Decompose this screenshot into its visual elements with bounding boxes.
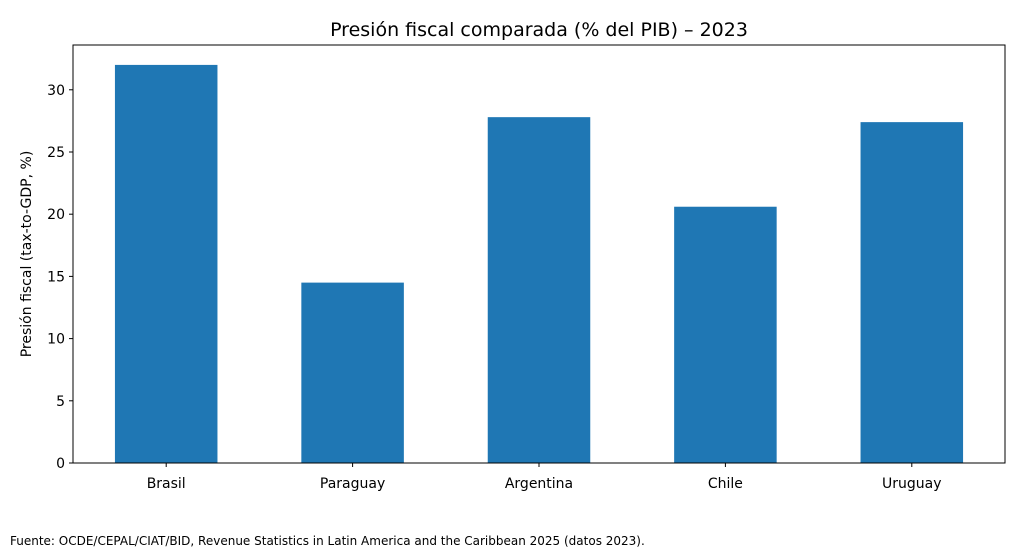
x-tick-label: Chile bbox=[708, 476, 743, 492]
x-tick-label: Uruguay bbox=[882, 476, 942, 492]
y-tick-label: 20 bbox=[47, 207, 65, 223]
x-tick-label: Brasil bbox=[147, 476, 186, 492]
bar-paraguay bbox=[301, 282, 404, 463]
bar-brasil bbox=[114, 64, 218, 464]
y-tick-label: 0 bbox=[56, 456, 65, 472]
chart-title: Presión fiscal comparada (% del PIB) – 2… bbox=[330, 19, 748, 41]
bar-uruguay bbox=[860, 122, 964, 463]
y-tick-label: 15 bbox=[47, 269, 65, 285]
bar-argentina bbox=[487, 117, 591, 464]
y-tick-label: 25 bbox=[47, 145, 65, 161]
y-tick-label: 30 bbox=[47, 83, 65, 99]
plot-frame bbox=[72, 44, 1006, 464]
x-tick-label: Paraguay bbox=[320, 476, 385, 492]
x-tick-label: Argentina bbox=[505, 476, 573, 492]
y-tick-label: 10 bbox=[47, 332, 65, 348]
bar-chile bbox=[674, 206, 777, 463]
y-tick-label: 5 bbox=[56, 394, 65, 410]
source-note: Fuente: OCDE/CEPAL/CIAT/BID, Revenue Sta… bbox=[10, 534, 645, 548]
y-axis-label: Presión fiscal (tax-to-GDP, %) bbox=[19, 151, 35, 358]
